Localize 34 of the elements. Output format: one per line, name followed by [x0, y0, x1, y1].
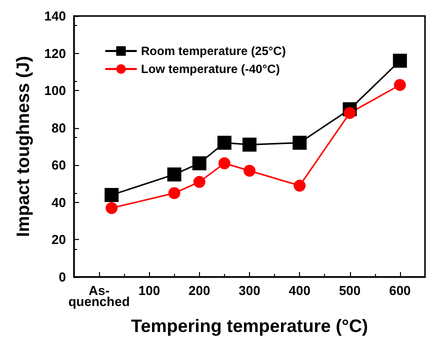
point: [344, 106, 356, 119]
point: [394, 78, 406, 91]
point: [244, 164, 256, 177]
point: [218, 157, 230, 170]
x-tick-label: 100: [138, 283, 160, 298]
x-tick-label: 600: [389, 283, 411, 298]
y-axis-title: Impact toughness (J): [13, 56, 33, 238]
point: [168, 187, 180, 200]
y-tick-label: 120: [44, 46, 66, 61]
y-tick-label: 0: [58, 270, 66, 284]
point: [192, 156, 206, 170]
point: [294, 180, 306, 192]
y-tick-label: 20: [52, 232, 66, 248]
point: [392, 54, 407, 68]
point: [106, 202, 118, 214]
point: [167, 167, 182, 182]
x-axis-title: Tempering temperature (°C): [131, 316, 368, 336]
point: [292, 136, 307, 150]
point: [193, 176, 206, 188]
legend-label: Room temperature (25°C): [141, 44, 286, 58]
y-tick-label: 40: [52, 194, 66, 210]
x-tick-label: As-quenched: [68, 283, 130, 309]
y-tick-label: 80: [52, 120, 66, 136]
y-tick-label: 140: [44, 8, 66, 24]
x-tick-label: 200: [188, 283, 210, 298]
point: [242, 138, 256, 152]
y-tick-label: 100: [44, 83, 66, 98]
y-tick-label: 60: [52, 158, 66, 173]
point: [104, 188, 119, 202]
point: [217, 136, 232, 150]
x-tick-label: 400: [288, 283, 310, 298]
x-tick-label: 300: [238, 283, 260, 298]
legend-label: Low temperature (-40°C): [141, 62, 280, 76]
x-tick-label: 500: [338, 283, 361, 298]
